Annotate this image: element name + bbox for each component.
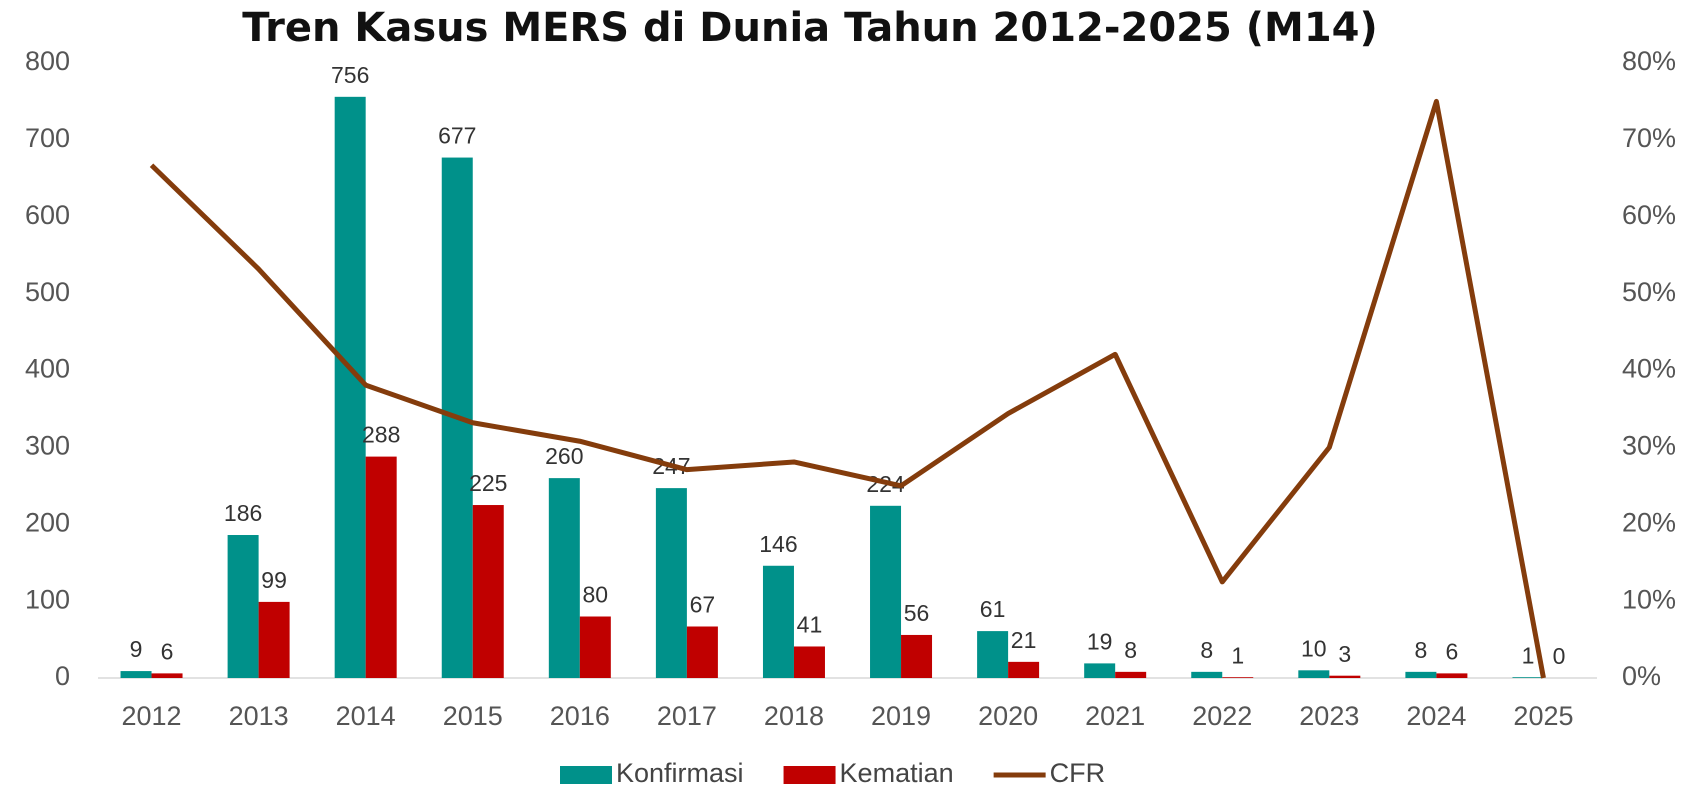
data-label: 56 (904, 600, 930, 626)
bar (793, 646, 825, 678)
chart-title: Tren Kasus MERS di Dunia Tahun 2012-2025… (242, 5, 1378, 51)
y-tick-label: 200 (25, 507, 70, 537)
x-tick-label: 2016 (550, 701, 610, 731)
legend-swatch (560, 766, 612, 784)
data-label: 99 (261, 567, 287, 593)
x-tick-label: 2024 (1406, 701, 1466, 731)
x-tick-label: 2023 (1299, 701, 1359, 731)
data-label: 225 (469, 470, 507, 496)
data-label: 61 (980, 596, 1006, 622)
bar (1512, 677, 1544, 678)
data-label: 9 (130, 636, 143, 662)
x-tick-label: 2017 (657, 701, 717, 731)
x-tick-label: 2014 (336, 701, 396, 731)
bar (1084, 663, 1116, 678)
data-label: 41 (797, 612, 823, 638)
data-label: 10 (1301, 635, 1327, 661)
bar (1329, 675, 1361, 678)
bar (472, 505, 504, 678)
bar (1191, 671, 1223, 678)
x-tick-label: 2025 (1513, 701, 1573, 731)
bar (1436, 673, 1468, 678)
bar (579, 616, 611, 678)
legend-swatch (783, 766, 836, 784)
data-label: 21 (1011, 627, 1037, 653)
y2-tick-label: 20% (1622, 507, 1676, 537)
data-label: 8 (1414, 637, 1427, 663)
bar (548, 478, 580, 678)
bar (1008, 661, 1040, 678)
bar (1298, 670, 1330, 678)
data-label: 1 (1522, 642, 1535, 668)
y2-tick-label: 10% (1622, 584, 1676, 614)
data-label: 6 (161, 638, 174, 664)
line (149, 98, 1546, 679)
y2-tick-label: 60% (1622, 200, 1676, 230)
y2-tick-label: 40% (1622, 354, 1676, 384)
x-tick-label: 2020 (978, 701, 1038, 731)
x-tick-label: 2021 (1085, 701, 1145, 731)
data-label: 19 (1087, 628, 1113, 654)
y2-tick-label: 50% (1622, 277, 1676, 307)
legend-label: CFR (1050, 758, 1106, 788)
y2-tick-label: 0% (1622, 661, 1661, 691)
bar (655, 488, 687, 678)
bar (365, 456, 397, 678)
y-tick-label: 400 (25, 354, 70, 384)
y-tick-label: 800 (25, 46, 70, 76)
bar (1115, 671, 1147, 678)
y2-tick-label: 30% (1622, 431, 1676, 461)
bar (334, 96, 366, 678)
y2-tick-label: 80% (1622, 46, 1676, 76)
data-label: 756 (331, 62, 369, 88)
data-label: 0 (1553, 643, 1566, 669)
data-label: 3 (1338, 641, 1351, 667)
y-tick-label: 600 (25, 200, 70, 230)
data-label: 260 (545, 443, 583, 469)
data-label: 8 (1124, 637, 1137, 663)
y-tick-label: 0 (55, 661, 70, 691)
data-label: 80 (583, 582, 609, 608)
bar (901, 634, 933, 678)
y-tick-label: 500 (25, 277, 70, 307)
data-label: 288 (362, 422, 400, 448)
y-tick-label: 700 (25, 123, 70, 153)
bar (686, 626, 718, 678)
bar (1222, 677, 1254, 678)
bar (1405, 671, 1437, 678)
legend-label: Kematian (840, 758, 954, 788)
bar (762, 565, 794, 678)
data-label: 146 (759, 531, 797, 557)
x-tick-label: 2012 (121, 701, 181, 731)
x-tick-label: 2022 (1192, 701, 1252, 731)
y-tick-label: 300 (25, 431, 70, 461)
data-label: 186 (224, 500, 262, 526)
bar (258, 601, 290, 678)
data-label: 67 (690, 592, 716, 618)
y2-tick-label: 70% (1622, 123, 1676, 153)
data-label: 1 (1231, 642, 1244, 668)
legend-label: Konfirmasi (616, 758, 744, 788)
x-tick-label: 2018 (764, 701, 824, 731)
bar (977, 631, 1009, 678)
x-tick-label: 2013 (229, 701, 289, 731)
bar (120, 671, 152, 678)
bar (870, 505, 902, 678)
data-label: 6 (1445, 638, 1458, 664)
data-label: 677 (438, 123, 476, 149)
bar (227, 535, 259, 678)
y-tick-label: 100 (25, 584, 70, 614)
x-tick-label: 2015 (443, 701, 503, 731)
x-tick-label: 2019 (871, 701, 931, 731)
data-label: 8 (1200, 637, 1213, 663)
bar (151, 673, 183, 678)
